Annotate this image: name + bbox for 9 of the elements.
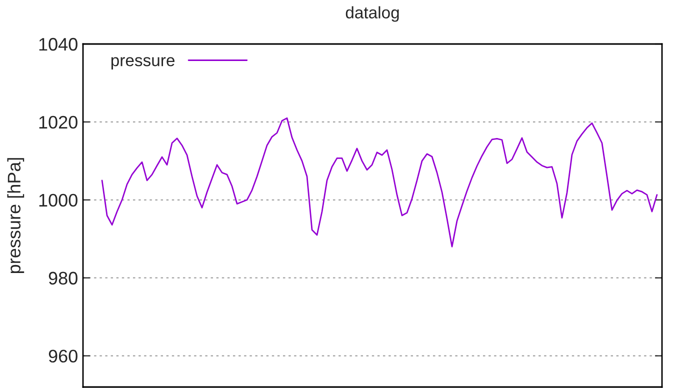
line-series [101, 117, 658, 248]
y-tick-label: 1000 [39, 194, 78, 207]
legend-label: pressure [111, 57, 174, 70]
y-tick-label: 1020 [39, 116, 78, 129]
y-tick-label: 1040 [39, 38, 78, 51]
chart-title: datalog [346, 6, 399, 22]
y-tick-label: 960 [48, 350, 78, 363]
y-tick-label: 980 [48, 272, 78, 285]
y-axis-title: pressure [hPa] [7, 158, 24, 274]
